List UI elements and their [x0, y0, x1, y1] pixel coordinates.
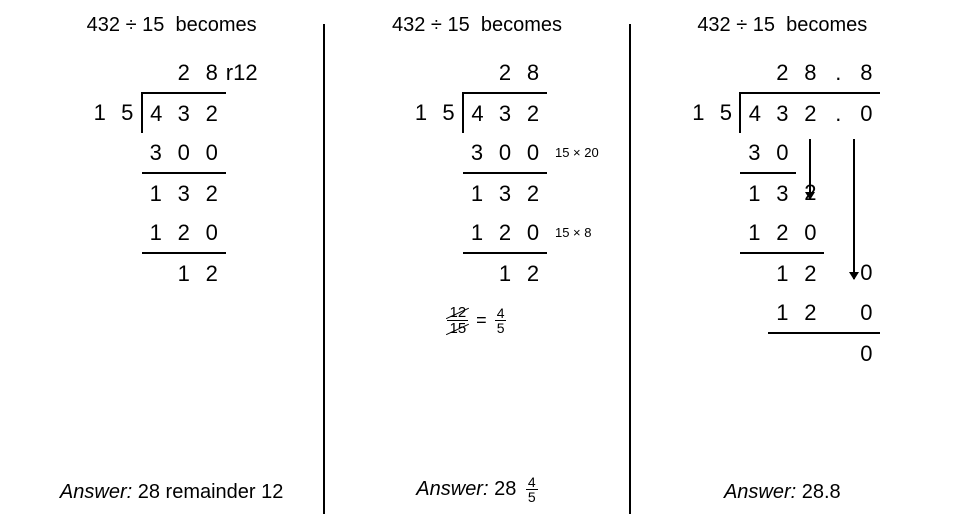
answer-1: Answer: 28 remainder 12	[60, 481, 283, 504]
answer-2: Answer: 28 4 5	[416, 475, 537, 504]
dvd-1b: 3	[170, 93, 198, 133]
note-15x8: 15 × 8	[555, 225, 592, 240]
word: becomes	[481, 14, 562, 36]
note-15x20: 15 × 20	[555, 145, 599, 160]
header-3: 432 ÷ 15 becomes	[697, 14, 867, 37]
answer-3: Answer: 28.8	[724, 481, 841, 504]
panel-remainder: 432 ÷ 15 becomes 2 8 r12 1 5 4 3 2	[20, 14, 323, 518]
header-1: 432 ÷ 15 becomes	[87, 14, 257, 37]
dvd-1a: 4	[142, 93, 170, 133]
bring-down-arrow-2	[853, 139, 855, 279]
word: becomes	[786, 14, 867, 36]
panel-fraction: 432 ÷ 15 becomes 2 8 1 5 4 3 2	[325, 14, 628, 518]
expr: 432 ÷ 15	[697, 14, 775, 36]
longdiv-1: 2 8 r12 1 5 4 3 2 3 0 0 1	[86, 53, 258, 293]
simplify-fraction: 12 15 = 4 5	[447, 305, 506, 336]
longdiv-3: 2 8 . 8 1 5 4 3 2 . 0 3 0	[684, 53, 880, 373]
three-panel-container: 432 ÷ 15 becomes 2 8 r12 1 5 4 3 2	[0, 0, 954, 528]
word: becomes	[176, 14, 257, 36]
remainder-label: r12	[226, 53, 258, 93]
q-1b: 8	[198, 53, 226, 93]
dvd-1c: 2	[198, 93, 226, 133]
div-1b: 5	[114, 93, 142, 133]
bring-down-arrow-1	[809, 139, 811, 199]
q-1a: 2	[170, 53, 198, 93]
div-1a: 1	[86, 93, 114, 133]
panel-decimal: 432 ÷ 15 becomes 2 8 . 8 1 5 4 3 2	[631, 14, 934, 518]
expr: 432 ÷ 15	[87, 14, 165, 36]
header-2: 432 ÷ 15 becomes	[392, 14, 562, 37]
longdiv-2: 2 8 1 5 4 3 2 3 0 0 1 3 2	[407, 53, 547, 293]
expr: 432 ÷ 15	[392, 14, 470, 36]
